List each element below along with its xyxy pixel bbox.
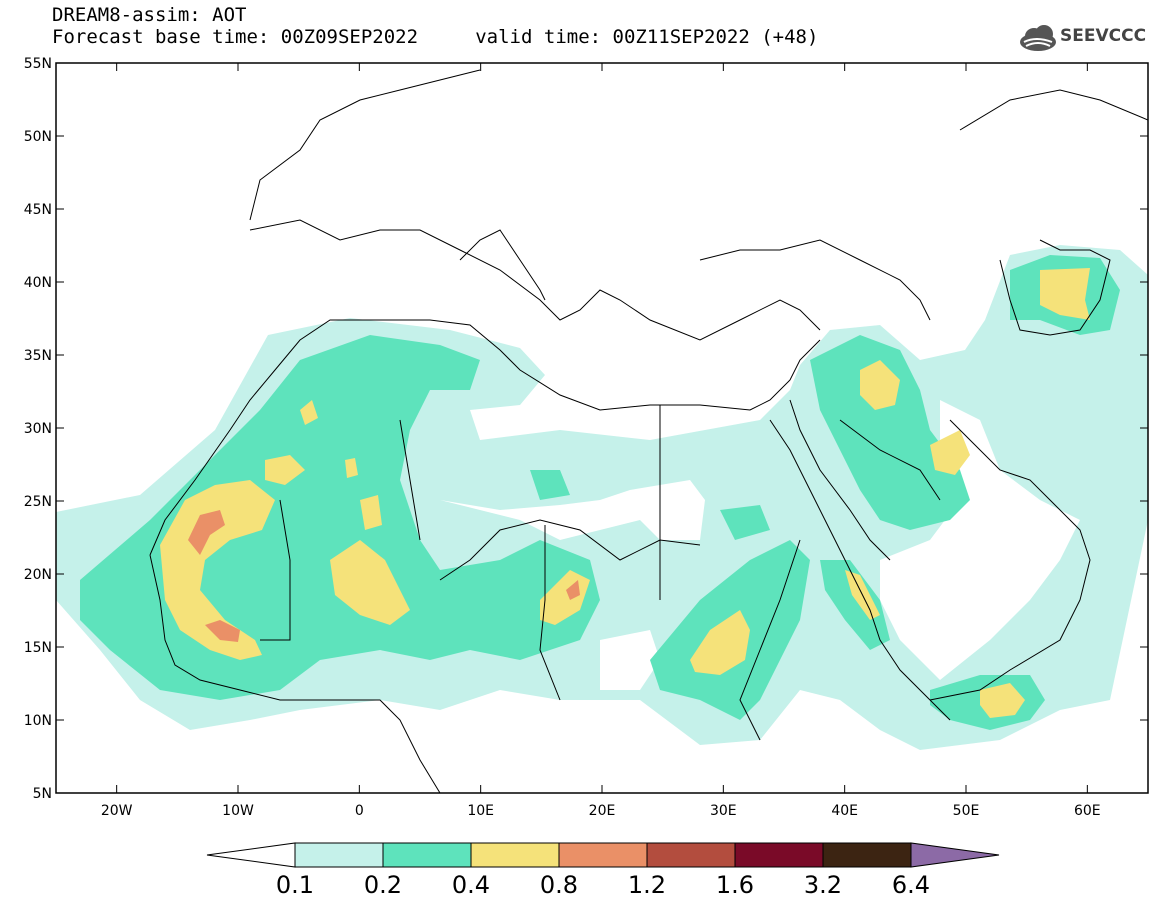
colorbar-swatch bbox=[558, 842, 648, 868]
lat-tick-label: 30N bbox=[24, 421, 52, 437]
lat-tick-label: 25N bbox=[24, 494, 52, 510]
lat-tick-label: 55N bbox=[24, 56, 52, 72]
colorbar-swatch bbox=[734, 842, 824, 868]
seevccc-logo bbox=[1020, 25, 1056, 51]
colorbar-swatch bbox=[470, 842, 560, 868]
logo-text: SEEVCCC bbox=[1060, 26, 1147, 46]
lon-tick-label: 10W bbox=[222, 803, 254, 819]
lon-tick-label: 60E bbox=[1074, 803, 1101, 819]
longitude-axis: 20W 10W 0 10E 20E 30E 40E 50E 60E bbox=[101, 63, 1101, 819]
lat-tick-label: 10N bbox=[24, 713, 52, 729]
colorbar-label: 1.2 bbox=[628, 871, 666, 899]
lon-tick-label: 50E bbox=[953, 803, 980, 819]
colorbar-label: 6.4 bbox=[892, 871, 930, 899]
colorbar-swatch bbox=[822, 842, 912, 868]
lat-tick-label: 50N bbox=[24, 129, 52, 145]
colorbar-label: 1.6 bbox=[716, 871, 754, 899]
lat-tick-label: 45N bbox=[24, 202, 52, 218]
title-line-times: Forecast base time: 00Z09SEP2022 valid t… bbox=[52, 26, 819, 48]
colorbar-swatch bbox=[382, 842, 472, 868]
lat-tick-label: 15N bbox=[24, 640, 52, 656]
colorbar-swatch bbox=[294, 842, 384, 868]
lat-tick-label: 5N bbox=[33, 786, 52, 802]
colorbar-label: 0.2 bbox=[364, 871, 402, 899]
cloud-icon bbox=[1020, 25, 1056, 51]
lon-tick-label: 30E bbox=[710, 803, 737, 819]
lon-tick-label: 20W bbox=[101, 803, 133, 819]
aot-band-0.4-0.8 bbox=[160, 268, 1090, 718]
coastlines-borders bbox=[149, 69, 1148, 793]
aot-band-0.8-1.2 bbox=[188, 510, 580, 642]
colorbar-high-extension bbox=[910, 842, 1000, 868]
colorbar-label: 0.1 bbox=[276, 871, 314, 899]
lon-tick-label: 10E bbox=[467, 803, 494, 819]
title-line-product: DREAM8-assim: AOT bbox=[52, 4, 247, 26]
lat-tick-label: 40N bbox=[24, 275, 52, 291]
chart-title: DREAM8-assim: AOT Forecast base time: 00Z… bbox=[52, 4, 818, 48]
colorbar-label: 3.2 bbox=[804, 871, 842, 899]
latitude-axis: 5N 10N 15N 20N 25N 30N 35N 40N 45N 50N 55N bbox=[24, 56, 1148, 802]
lon-tick-label: 0 bbox=[355, 803, 364, 819]
colorbar: 0.1 0.2 0.4 0.8 1.2 1.6 3.2 6.4 bbox=[206, 842, 1000, 899]
lon-tick-label: 40E bbox=[831, 803, 858, 819]
colorbar-label: 0.4 bbox=[452, 871, 490, 899]
aot-low-gaps bbox=[440, 400, 1080, 690]
colorbar-label: 0.8 bbox=[540, 871, 578, 899]
lon-tick-label: 20E bbox=[589, 803, 616, 819]
colorbar-swatch bbox=[646, 842, 736, 868]
colorbar-low-extension bbox=[206, 842, 296, 868]
lat-tick-label: 35N bbox=[24, 348, 52, 364]
lat-tick-label: 20N bbox=[24, 567, 52, 583]
